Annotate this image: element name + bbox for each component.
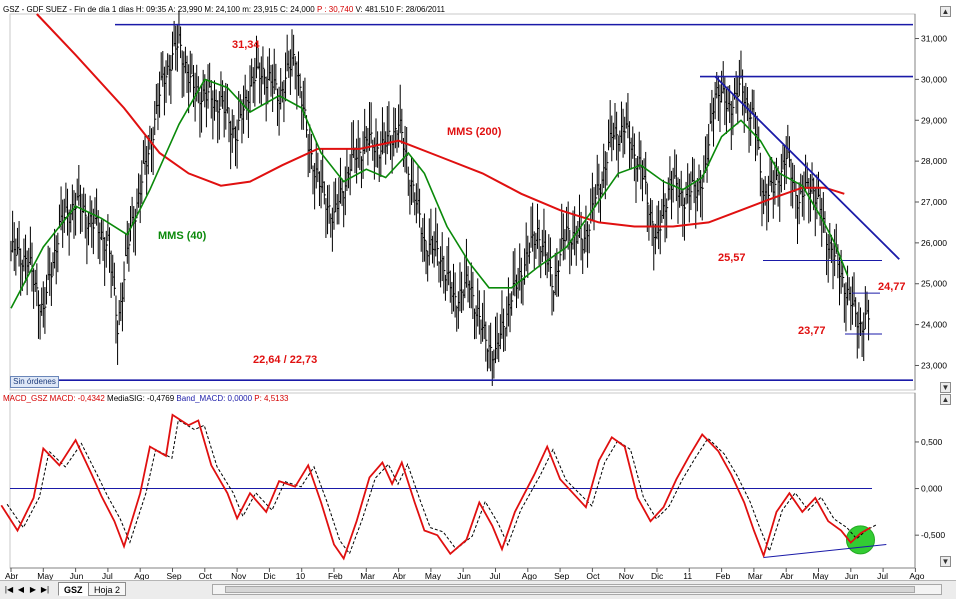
orders-button[interactable]: Sin órdenes — [10, 376, 59, 388]
macd-ytick-label: -0,500 — [921, 530, 945, 540]
x-tick-label: Feb — [328, 571, 343, 581]
x-tick-label: Abr — [393, 571, 406, 581]
x-tick-label: Mar — [748, 571, 763, 581]
price-ytick-label: 28,000 — [921, 156, 947, 166]
tab-gsz[interactable]: GSZ — [58, 582, 89, 596]
x-tick-label: Nov — [231, 571, 247, 581]
price-ytick-label: 31,000 — [921, 34, 947, 44]
price-scroll-down-button[interactable]: ▼ — [940, 382, 951, 393]
sheet-tab-bar: |◀ ◀ ▶ ▶| GSZ Hoja 2 — [0, 580, 956, 599]
x-tick-label: Jul — [877, 571, 888, 581]
x-tick-label: Feb — [716, 571, 731, 581]
price-scroll-up-button[interactable]: ▲ — [940, 6, 951, 17]
annotation-24-77: 24,77 — [878, 281, 906, 293]
macd-header-part-3: P: 4,5133 — [252, 394, 289, 403]
x-tick-label: Dic — [651, 571, 664, 581]
annotation-mms200: MMS (200) — [447, 126, 502, 138]
macd-signal-line — [6, 419, 877, 555]
x-tick-label: Sep — [167, 571, 182, 581]
price-ytick-label: 25,000 — [921, 279, 947, 289]
x-tick-label: Jun — [845, 571, 859, 581]
price-chart-header: GSZ - GDF SUEZ - Fin de día 1 días H: 09… — [3, 3, 445, 16]
x-tick-label: Jul — [490, 571, 501, 581]
x-tick-label: Abr — [5, 571, 18, 581]
mms200-line — [36, 13, 845, 228]
header-part-2: V: 481.510 F: 28/06/2011 — [353, 5, 445, 14]
x-tick-label: Dic — [263, 571, 276, 581]
macd-ytick-label: 0,500 — [921, 437, 943, 447]
tab-hoja-2[interactable]: Hoja 2 — [88, 582, 127, 596]
annotation-mms40: MMS (40) — [158, 230, 207, 242]
x-tick-label: May — [813, 571, 830, 581]
x-tick-label: Jul — [102, 571, 113, 581]
x-tick-label: Nov — [619, 571, 635, 581]
annotation-22-64-22-73: 22,64 / 22,73 — [253, 354, 317, 366]
x-tick-label: Abr — [780, 571, 793, 581]
x-tick-label: Oct — [199, 571, 213, 581]
x-tick-label: May — [37, 571, 54, 581]
x-tick-label: Jun — [70, 571, 84, 581]
x-tick-label: Ago — [909, 571, 924, 581]
next-sheet-button[interactable]: ▶ — [29, 585, 37, 594]
resistance-trendline — [714, 75, 900, 260]
macd-scroll-down-button[interactable]: ▼ — [940, 556, 951, 567]
annotation-31-34: 31,34 — [232, 39, 260, 51]
x-tick-label: May — [425, 571, 442, 581]
macd-header-part-0: MACD_GSZ MACD: -0,4342 — [3, 394, 105, 403]
macd-line — [0, 413, 871, 561]
macd-header: MACD_GSZ MACD: -0,4342 MediaSIG: -0,4769… — [3, 392, 289, 405]
macd-ytick-label: 0,000 — [921, 484, 943, 494]
price-ytick-label: 30,000 — [921, 74, 947, 84]
header-part-1: P : 30,740 — [316, 5, 354, 14]
x-tick-label: 11 — [683, 571, 692, 581]
mms40-line — [10, 78, 849, 309]
x-tick-label: Ago — [134, 571, 149, 581]
macd-scroll-up-button[interactable]: ▲ — [940, 394, 951, 405]
last-sheet-button[interactable]: ▶| — [40, 585, 50, 594]
price-ytick-label: 27,000 — [921, 197, 947, 207]
x-tick-label: Mar — [360, 571, 375, 581]
prev-sheet-button[interactable]: ◀ — [17, 585, 25, 594]
price-ytick-label: 26,000 — [921, 238, 947, 248]
x-tick-label: Jun — [457, 571, 471, 581]
first-sheet-button[interactable]: |◀ — [4, 585, 14, 594]
macd-divergence-line — [763, 543, 887, 559]
header-part-0: GSZ - GDF SUEZ - Fin de día 1 días H: 09… — [3, 5, 317, 14]
macd-header-part-2: Band_MACD: 0,0000 — [174, 394, 253, 403]
annotation-23-77: 23,77 — [798, 325, 826, 337]
price-ytick-label: 24,000 — [921, 320, 947, 330]
x-tick-label: Sep — [554, 571, 569, 581]
price-ytick-label: 23,000 — [921, 360, 947, 370]
x-tick-label: 10 — [296, 571, 306, 581]
x-tick-label: Ago — [522, 571, 537, 581]
macd-highlight-circle — [845, 525, 875, 555]
annotation-25-57: 25,57 — [718, 252, 746, 264]
horizontal-scrollbar[interactable] — [212, 584, 942, 595]
price-ytick-label: 29,000 — [921, 115, 947, 125]
x-tick-label: Oct — [586, 571, 600, 581]
horizontal-scroll-thumb[interactable] — [225, 586, 915, 593]
macd-header-part-1: MediaSIG: -0,4769 — [104, 394, 175, 403]
